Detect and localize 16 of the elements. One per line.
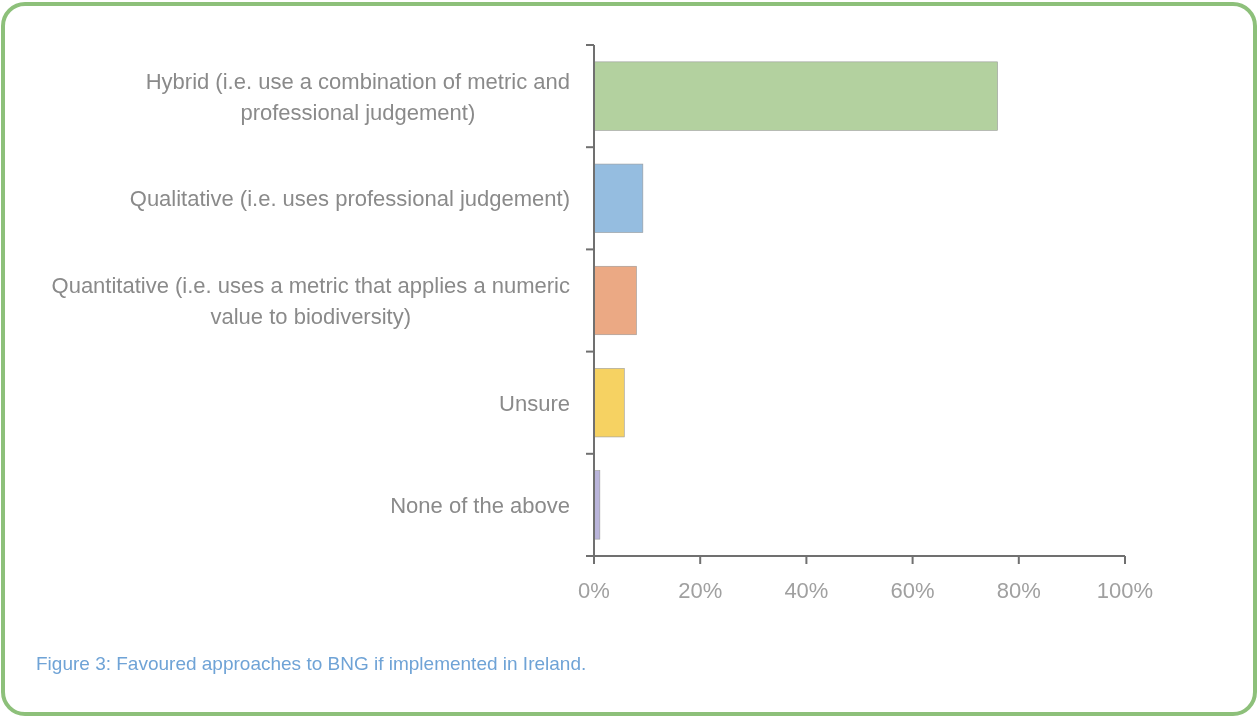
x-tick-label: 60% [890,578,935,603]
y-tick-label: None of the above [390,492,570,518]
bar [593,61,998,131]
y-tick-label: Qualitative (i.e. uses professional judgement) [129,186,570,212]
y-tick-label: Unsure [499,390,570,416]
x-tick-label: 100% [1096,578,1154,603]
x-tick-label: 40% [784,578,829,603]
caption: Figure 3: Favoured approaches to BNG if implemented in Ireland. [36,653,587,674]
bar [593,368,625,438]
y-tick-label: Hybrid (i.e. use a combination of metric and professional judgement) [145,68,570,125]
bar [593,265,637,336]
y-tick-label: Quantitative (i.e. uses a metric that applies a numeric value to biodiversity) [51,273,570,329]
x-tick-label: 80% [996,578,1041,603]
bar [593,163,644,233]
x-tick-label: 0% [578,578,610,603]
x-tick-label: 20% [678,578,723,603]
